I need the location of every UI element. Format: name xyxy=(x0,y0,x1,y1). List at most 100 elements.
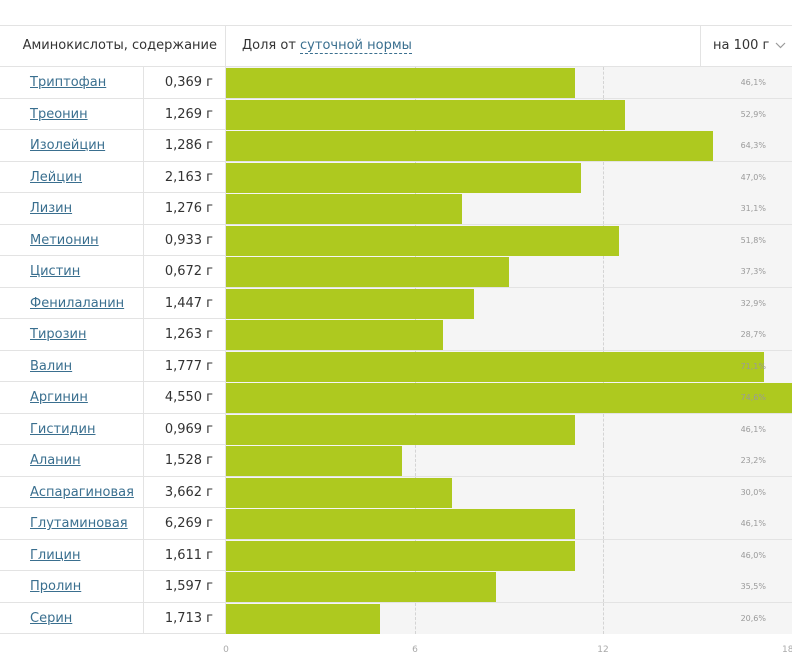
daily-share-bar xyxy=(226,257,509,287)
chart-axis: 0 6 12 18 h xyxy=(223,645,792,659)
table-row: Глутаминовая 6,269 г 46,1% xyxy=(0,508,792,540)
daily-share-percent: 32,9% xyxy=(740,298,766,308)
amino-acid-amount: 0,969 г xyxy=(143,413,226,445)
daily-share-percent: 30,0% xyxy=(740,487,766,497)
amino-acid-link[interactable]: Аспарагиновая xyxy=(30,484,134,500)
chevron-down-icon xyxy=(775,26,786,83)
daily-share-percent: 74,6% xyxy=(740,393,766,402)
daily-share-percent: 37,3% xyxy=(740,267,766,276)
grid-line xyxy=(603,193,604,224)
amino-acid-link[interactable]: Пролин xyxy=(30,579,82,594)
table-row: Валин 1,777 г 71,1% xyxy=(0,350,792,382)
daily-share-percent: 51,8% xyxy=(740,235,766,245)
per-100g-dropdown[interactable]: на 100 г xyxy=(700,26,792,66)
amino-acid-amount: 1,263 г xyxy=(143,319,226,350)
amino-acid-link[interactable]: Тирозин xyxy=(30,327,87,342)
bar-track: 20,6% xyxy=(226,602,792,634)
axis-tick-label: 6 xyxy=(412,645,418,655)
grid-line xyxy=(603,445,604,476)
daily-share-bar xyxy=(226,446,402,476)
table-row: Лейцин 2,163 г 47,0% xyxy=(0,161,792,193)
table-row: Изолейцин 1,286 г 64,3% xyxy=(0,130,792,162)
grid-line xyxy=(603,602,604,634)
amino-acid-amount: 1,597 г xyxy=(143,571,226,602)
daily-share-bar xyxy=(226,572,496,602)
amino-acid-amount: 1,276 г xyxy=(143,193,226,224)
daily-share-column-header: Доля от суточной нормы xyxy=(242,26,412,66)
amino-acid-amount: 3,662 г xyxy=(143,476,226,508)
amino-acid-amount: 1,269 г xyxy=(143,98,226,130)
grid-line xyxy=(603,256,604,287)
per-100g-label: на 100 г xyxy=(713,38,770,53)
bar-track: 32,9% xyxy=(226,287,792,319)
daily-share-bar xyxy=(226,288,474,319)
amino-acid-link[interactable]: Валин xyxy=(30,358,73,374)
amino-acid-amount: 1,528 г xyxy=(143,445,226,476)
amino-acid-link[interactable]: Аланин xyxy=(30,453,81,468)
daily-share-bar xyxy=(226,162,581,193)
daily-share-bar xyxy=(226,603,380,634)
amino-acid-amount: 0,369 г xyxy=(143,67,226,98)
amino-acid-amount: 2,163 г xyxy=(143,161,226,193)
grid-line xyxy=(415,602,416,634)
amino-acid-link[interactable]: Глутаминовая xyxy=(30,516,128,531)
amino-acid-link[interactable]: Гистидин xyxy=(30,421,96,437)
bar-track: 52,9% xyxy=(226,98,792,130)
table-row: Аргинин 4,550 г 74,6% xyxy=(0,382,792,414)
table-row: Фенилаланин 1,447 г 32,9% xyxy=(0,287,792,319)
table-row: Глицин 1,611 г 46,0% xyxy=(0,539,792,571)
amino-acid-list: Триптофан 0,369 г 46,1% Треонин 1,269 г 52,9%… xyxy=(0,67,792,634)
amino-acid-link[interactable]: Аргинин xyxy=(30,390,88,405)
daily-share-percent: 46,1% xyxy=(740,519,766,528)
daily-share-bar xyxy=(226,68,575,98)
amino-acid-link[interactable]: Лизин xyxy=(30,201,73,216)
grid-line xyxy=(603,508,604,539)
amino-acid-amount: 1,611 г xyxy=(143,539,226,571)
grid-line xyxy=(603,287,604,319)
daily-share-percent: 35,5% xyxy=(740,582,766,591)
amino-acid-link[interactable]: Цистин xyxy=(30,264,81,279)
grid-line xyxy=(603,161,604,193)
table-row: Гистидин 0,969 г 46,1% xyxy=(0,413,792,445)
daily-share-bar xyxy=(226,194,462,224)
grid-line xyxy=(603,319,604,350)
bar-track: 31,1% xyxy=(226,193,792,224)
amino-acid-link[interactable]: Треонин xyxy=(30,106,88,122)
bar-track: 30,0% xyxy=(226,476,792,508)
bar-track: 46,1% xyxy=(226,413,792,445)
grid-line xyxy=(603,571,604,602)
daily-share-bar xyxy=(226,414,575,445)
daily-share-bar xyxy=(226,540,575,571)
daily-share-percent: 47,0% xyxy=(740,172,766,182)
daily-share-bar xyxy=(226,351,764,382)
bar-track: 37,3% xyxy=(226,256,792,287)
daily-share-bar xyxy=(226,383,792,413)
grid-line xyxy=(603,67,604,98)
daily-share-percent: 64,3% xyxy=(740,141,766,150)
daily-share-percent: 71,1% xyxy=(740,361,766,371)
amino-acid-link[interactable]: Изолейцин xyxy=(30,138,106,153)
bar-track: 23,2% xyxy=(226,445,792,476)
daily-share-percent: 46,1% xyxy=(740,424,766,434)
table-row: Лизин 1,276 г 31,1% xyxy=(0,193,792,225)
amino-acid-amount: 1,777 г xyxy=(143,350,226,382)
daily-norm-link[interactable]: суточной нормы xyxy=(300,38,412,54)
amino-acid-link[interactable]: Глицин xyxy=(30,547,81,563)
amino-acid-amount: 1,713 г xyxy=(143,602,226,634)
table-row: Треонин 1,269 г 52,9% xyxy=(0,98,792,130)
amino-acid-link[interactable]: Лейцин xyxy=(30,169,83,185)
amino-acid-amount: 0,672 г xyxy=(143,256,226,287)
amino-acid-link[interactable]: Серин xyxy=(30,610,73,626)
daily-share-bar xyxy=(226,509,575,539)
grid-line xyxy=(415,445,416,476)
amino-acid-link[interactable]: Триптофан xyxy=(30,75,107,90)
amino-acid-link[interactable]: Метионин xyxy=(30,232,99,248)
table-row: Серин 1,713 г 20,6% xyxy=(0,602,792,634)
bar-track: 47,0% xyxy=(226,161,792,193)
amino-acids-column-header: Аминокислоты, содержание xyxy=(0,26,226,66)
table-row: Аспарагиновая 3,662 г 30,0% xyxy=(0,476,792,508)
daily-share-percent: 28,7% xyxy=(740,330,766,339)
table-row: Метионин 0,933 г 51,8% xyxy=(0,224,792,256)
amino-acid-link[interactable]: Фенилаланин xyxy=(30,295,125,311)
